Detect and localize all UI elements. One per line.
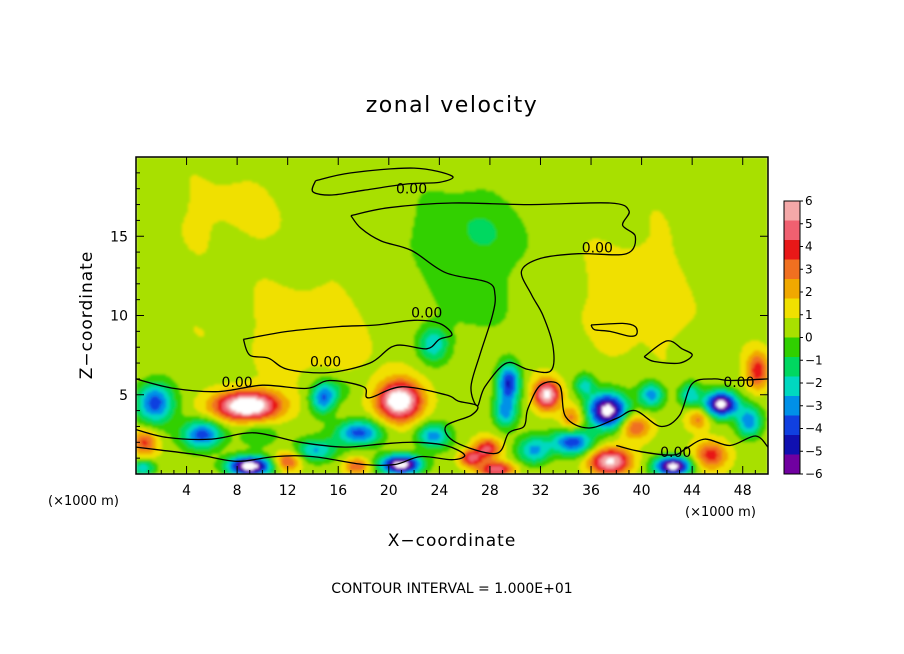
y-axis-title: Z−coordinate	[77, 251, 97, 380]
colorbar-label: 5	[805, 217, 813, 231]
colorbar-swatch	[784, 337, 800, 358]
colorbar-label: −1	[805, 353, 823, 367]
x-tick-label: 40	[633, 483, 651, 499]
colorbar-label: 6	[805, 194, 813, 208]
contour-lines	[136, 167, 768, 467]
colorbar	[783, 200, 801, 475]
x-tick-label: 12	[279, 483, 297, 499]
x-tick-label: 20	[380, 483, 398, 499]
colorbar-swatch	[784, 240, 800, 260]
x-tick-label: 44	[683, 483, 701, 499]
colorbar-swatch	[784, 435, 800, 455]
x-tick-label: 16	[329, 483, 347, 499]
colorbar-label: −2	[805, 376, 823, 390]
colorbar-swatch	[784, 318, 800, 338]
colorbar-swatch	[784, 220, 800, 241]
contour-interval-note: CONTOUR INTERVAL = 1.000E+01	[331, 581, 572, 597]
velocity-field-image	[136, 157, 768, 474]
colorbar-label: −4	[805, 422, 823, 436]
contour-label: 0.00	[582, 240, 613, 256]
chart-title: zonal velocity	[366, 93, 539, 118]
colorbar-label: −6	[805, 467, 823, 481]
contour-line-plume	[350, 202, 637, 407]
contour-labels: 0.00 0.00 0.00 0.00 0.00 0.00 0.00	[222, 182, 755, 461]
y-tick-label: 15	[110, 229, 128, 245]
contour-line-lower-front	[136, 378, 768, 455]
colorbar-label: −3	[805, 399, 823, 413]
colorbar-swatch	[784, 396, 800, 416]
x-unit-label-left: (×1000 m)	[48, 494, 119, 509]
colorbar-swatch	[784, 454, 800, 475]
colorbar-label: 2	[805, 285, 813, 299]
y-tick-label: 5	[119, 388, 128, 404]
x-tick-label: 32	[532, 483, 550, 499]
contour-line-left-strip	[242, 319, 453, 374]
contour-line-low-east	[616, 435, 768, 456]
x-axis: 4 8 12 16 20 24 28 32 36 40 44 48	[148, 157, 756, 499]
contour-label: 0.00	[310, 354, 341, 370]
colorbar-swatch	[784, 376, 800, 397]
colorbar-swatch	[784, 357, 800, 377]
x-tick-label: 4	[182, 483, 191, 499]
colorbar-label: −5	[805, 444, 823, 458]
contour-line-east-pocket	[590, 322, 638, 337]
contour-label: 0.00	[396, 182, 427, 198]
y-tick-label: 10	[110, 309, 128, 325]
x-tick-label: 8	[233, 483, 242, 499]
colorbar-label: 4	[805, 240, 813, 254]
x-axis-title: X−coordinate	[388, 531, 517, 551]
colorbar-swatch	[784, 259, 800, 280]
colorbar-label: 1	[805, 308, 813, 322]
colorbar-label: 0	[805, 331, 813, 345]
contour-label: 0.00	[222, 375, 253, 391]
y-axis: 5 10 15	[110, 172, 768, 459]
colorbar-swatch	[784, 279, 800, 299]
x-unit-label-right: (×1000 m)	[685, 505, 756, 520]
x-tick-label: 24	[430, 483, 448, 499]
contour-label: 0.00	[411, 305, 442, 321]
x-tick-label: 36	[582, 483, 600, 499]
velocity-field	[136, 157, 768, 474]
contour-label: 0.00	[723, 375, 754, 391]
contour-line-mid-band	[136, 428, 466, 467]
colorbar-labels: 6 5 4 3 2 1 0 −1 −2 −3 −4 −5 −6	[800, 194, 823, 481]
colorbar-swatch	[784, 415, 800, 436]
colorbar-swatch	[784, 201, 800, 221]
colorbar-label: 3	[805, 262, 813, 276]
x-tick-label: 28	[481, 483, 499, 499]
x-tick-label: 48	[734, 483, 752, 499]
contour-line-upper-loop	[311, 167, 454, 196]
contour-label: 0.00	[660, 445, 691, 461]
colorbar-swatch	[784, 298, 800, 319]
contour-line-east-lobe	[643, 340, 693, 365]
